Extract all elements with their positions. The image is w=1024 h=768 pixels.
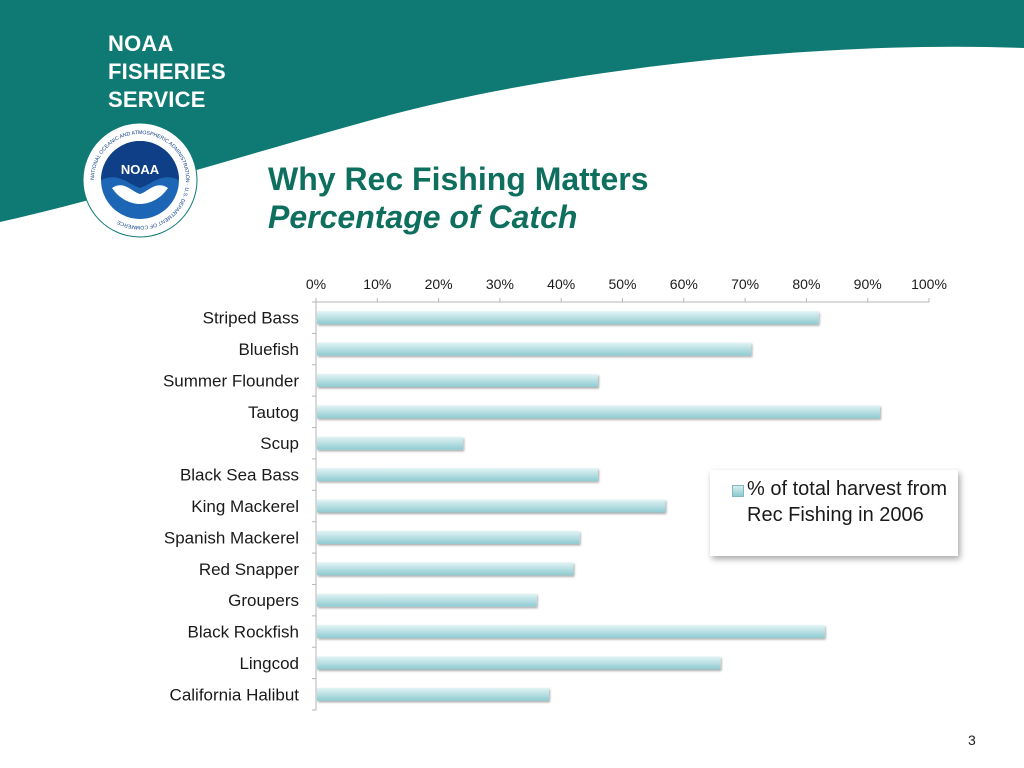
category-label: Summer Flounder — [163, 371, 299, 390]
category-label: California Halibut — [170, 685, 300, 704]
x-tick-label: 20% — [425, 276, 453, 292]
category-label: Scup — [260, 434, 299, 453]
x-tick-label: 70% — [731, 276, 759, 292]
bar — [317, 625, 825, 639]
legend-swatch — [732, 485, 744, 497]
bar — [317, 562, 574, 576]
x-tick-label: 30% — [486, 276, 514, 292]
x-tick-label: 80% — [792, 276, 820, 292]
slide-title: Why Rec Fishing Matters Percentage of Ca… — [268, 160, 649, 236]
bar — [317, 436, 464, 450]
title-subtitle: Percentage of Catch — [268, 199, 578, 235]
brand-line-1: NOAA — [108, 31, 174, 56]
x-tick-label: 40% — [547, 276, 575, 292]
x-tick-label: 50% — [608, 276, 636, 292]
category-label: Black Sea Bass — [180, 466, 299, 485]
category-label: Tautog — [248, 403, 299, 422]
noaa-fisheries-wordmark: NOAA FISHERIES SERVICE — [108, 30, 226, 114]
brand-line-2: FISHERIES — [108, 59, 226, 84]
bar — [317, 405, 880, 419]
x-tick-label: 90% — [854, 276, 882, 292]
category-label: Bluefish — [239, 340, 299, 359]
bar — [317, 373, 598, 387]
bar — [317, 687, 549, 701]
teal-wave-band — [0, 0, 1024, 222]
category-label: Red Snapper — [199, 560, 300, 579]
x-tick-label: 10% — [363, 276, 391, 292]
brand-line-3: SERVICE — [108, 87, 206, 112]
bar — [317, 342, 752, 356]
x-tick-label: 0% — [306, 276, 326, 292]
bar — [317, 468, 598, 482]
category-label: Spanish Mackerel — [164, 528, 299, 547]
x-tick-label: 100% — [911, 276, 947, 292]
category-label: Black Rockfish — [188, 623, 299, 642]
category-label: Lingcod — [239, 654, 299, 673]
category-label: Striped Bass — [203, 309, 299, 328]
bar — [317, 311, 819, 325]
bar — [317, 593, 537, 607]
legend-label: % of total harvest from Rec Fishing in 2… — [747, 478, 948, 526]
category-label: King Mackerel — [191, 497, 299, 516]
logo-text: NOAA — [121, 162, 160, 177]
x-tick-label: 60% — [670, 276, 698, 292]
page-number: 3 — [968, 732, 976, 748]
bar — [317, 499, 666, 513]
noaa-logo-icon: NOAA NATIONAL OCEANIC AND ATMOSPHERIC AD… — [82, 122, 198, 238]
category-label: Groupers — [228, 591, 299, 610]
chart-legend: % of total harvest from Rec Fishing in 2… — [710, 470, 958, 556]
title-main: Why Rec Fishing Matters — [268, 161, 649, 197]
bar — [317, 656, 721, 670]
bar — [317, 530, 580, 544]
